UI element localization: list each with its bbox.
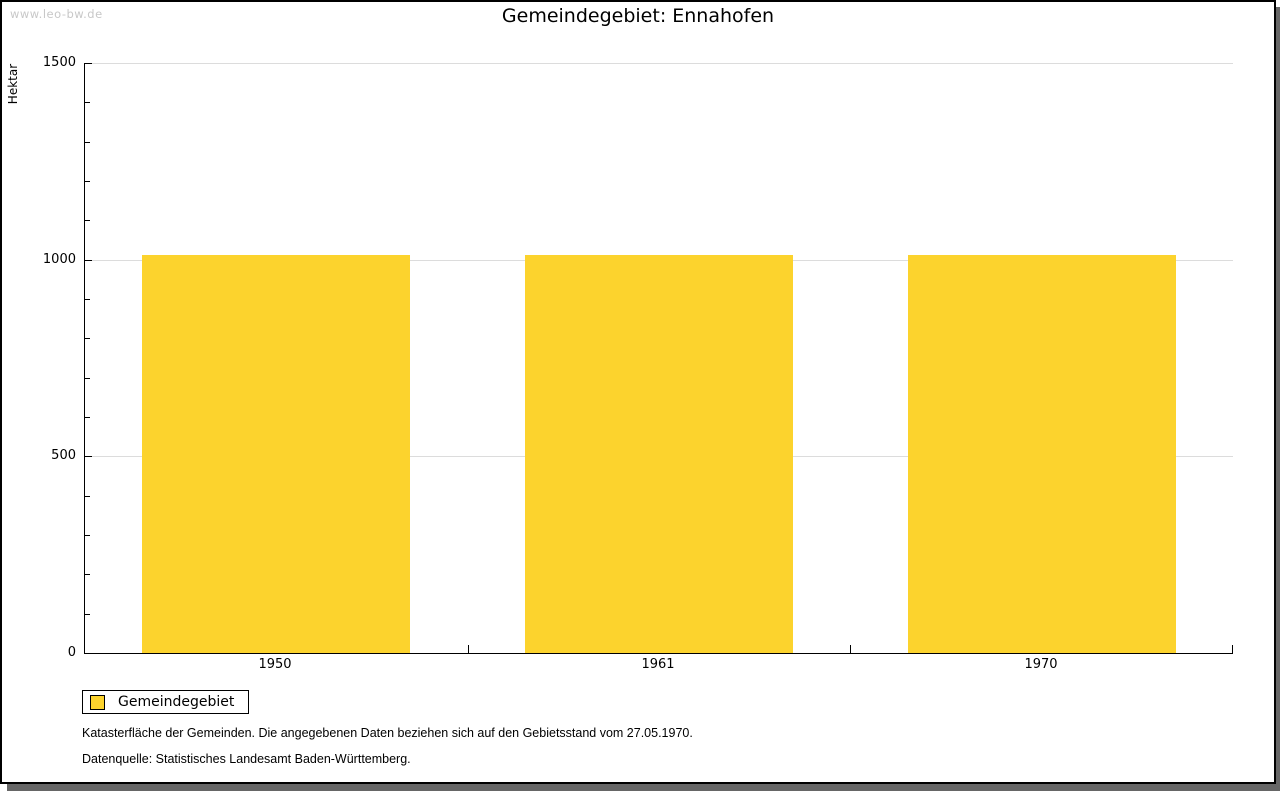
chart-title: Gemeindegebiet: Ennahofen <box>501 5 775 27</box>
y-tick-label-500: 500 <box>51 448 76 464</box>
y-axis-label: Hektar <box>6 63 20 105</box>
y-minor-tick-1300 <box>85 141 90 143</box>
bar-1961 <box>525 255 793 653</box>
y-tick-label-1000: 1000 <box>42 251 76 267</box>
y-minor-tick-1200 <box>85 181 90 182</box>
y-minor-tick-1100 <box>85 220 90 222</box>
y-minor-tick-400 <box>85 495 90 497</box>
y-minor-tick-100 <box>85 613 90 615</box>
y-minor-tick-800 <box>85 338 90 340</box>
y-minor-tick-1400 <box>85 102 90 104</box>
x-tick-label-1950: 1950 <box>258 657 292 672</box>
legend: Gemeindegebiet <box>82 690 250 714</box>
x-boundary-tick-1 <box>468 645 469 653</box>
y-minor-tick-300 <box>85 535 90 536</box>
y-minor-tick-900 <box>85 299 90 300</box>
footnote-datasource: Datenquelle: Statistisches Landesamt Bad… <box>82 752 411 766</box>
x-tick-label-1961: 1961 <box>641 657 675 672</box>
legend-swatch-gemeindegebiet <box>90 694 105 710</box>
y-minor-tick-200 <box>85 574 90 576</box>
y-major-tick-500 <box>85 456 92 458</box>
legend-label: Gemeindegebiet <box>118 694 235 710</box>
gridline-1500 <box>85 63 1233 64</box>
y-tick-label-0: 0 <box>67 645 76 660</box>
y-minor-tick-600 <box>85 417 90 418</box>
y-major-tick-1000 <box>85 259 92 261</box>
y-tick-label-1500: 1500 <box>42 55 76 70</box>
y-minor-tick-700 <box>85 377 90 379</box>
bar-1950 <box>142 255 410 653</box>
x-boundary-tick-3 <box>1232 645 1233 653</box>
x-tick-label-1970: 1970 <box>1024 657 1058 672</box>
watermark: www.leo-bw.de <box>10 7 103 21</box>
plot-area <box>84 63 1233 654</box>
x-boundary-tick-2 <box>850 645 851 653</box>
bar-1970 <box>908 255 1176 653</box>
footnote-description: Katasterfläche der Gemeinden. Die angege… <box>82 726 693 740</box>
y-major-tick-1500 <box>85 63 92 64</box>
y-major-tick-0 <box>85 653 92 654</box>
